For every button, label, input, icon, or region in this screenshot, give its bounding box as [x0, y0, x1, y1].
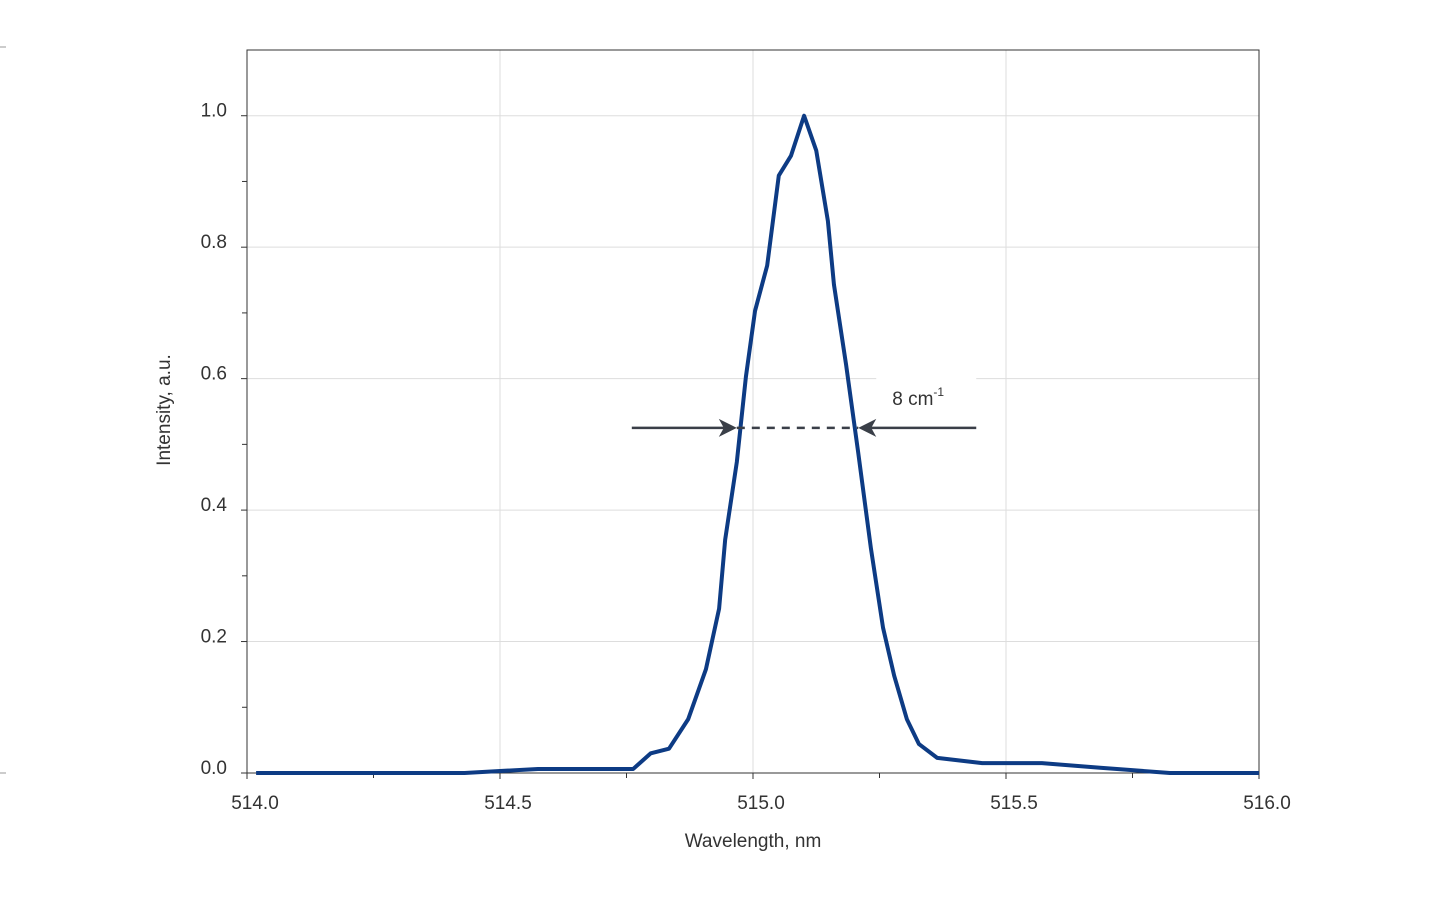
y-tick-label: 0.0 [201, 758, 227, 779]
arrowhead [718, 418, 737, 437]
x-tick-label: 514.0 [231, 793, 279, 814]
x-axis-title: Wavelength, nm [685, 831, 822, 852]
spectrum-line [256, 113, 1259, 775]
annotation-bg [876, 377, 977, 414]
annotation-text: 8 cm [892, 389, 933, 410]
arrowhead [858, 418, 877, 437]
x-tick-label: 515.5 [990, 793, 1038, 814]
y-tick-label: 0.6 [201, 364, 227, 385]
y-axis-title: Intensity, a.u. [154, 354, 175, 466]
annotation: 8 cm-1 [892, 385, 944, 410]
y-tick-label: 0.4 [201, 495, 228, 516]
y-tick-label: 1.0 [201, 101, 227, 122]
x-tick-label: 514.5 [484, 793, 532, 814]
x-tick-label: 516.0 [1243, 793, 1291, 814]
y-tick-label: 0.8 [201, 232, 227, 253]
x-tick-label: 515.0 [737, 793, 785, 814]
plot-frame [246, 49, 1260, 774]
annotation-superscript: -1 [933, 385, 944, 399]
y-tick-label: 0.2 [201, 627, 227, 648]
